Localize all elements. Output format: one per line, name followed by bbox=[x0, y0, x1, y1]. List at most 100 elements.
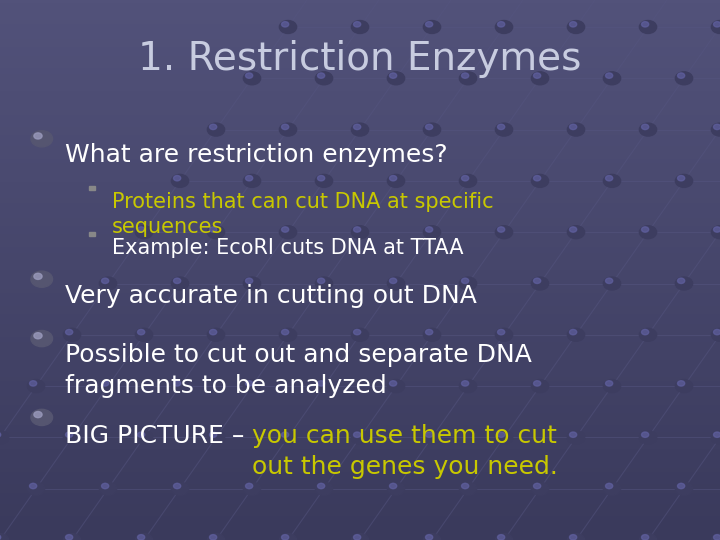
Circle shape bbox=[34, 333, 42, 339]
Circle shape bbox=[99, 277, 117, 290]
Circle shape bbox=[243, 482, 261, 495]
Circle shape bbox=[387, 380, 405, 393]
Circle shape bbox=[354, 124, 361, 130]
Circle shape bbox=[171, 277, 189, 290]
Circle shape bbox=[495, 21, 513, 33]
Circle shape bbox=[642, 227, 649, 232]
Circle shape bbox=[31, 271, 53, 287]
Circle shape bbox=[714, 535, 720, 540]
Circle shape bbox=[462, 483, 469, 489]
Circle shape bbox=[534, 483, 541, 489]
Circle shape bbox=[678, 73, 685, 78]
Circle shape bbox=[570, 124, 577, 130]
Circle shape bbox=[711, 21, 720, 33]
Circle shape bbox=[210, 124, 217, 130]
Circle shape bbox=[642, 124, 649, 130]
Circle shape bbox=[243, 72, 261, 85]
Circle shape bbox=[678, 278, 685, 284]
Circle shape bbox=[99, 482, 117, 495]
Circle shape bbox=[246, 278, 253, 284]
Circle shape bbox=[279, 21, 297, 33]
Circle shape bbox=[318, 176, 325, 181]
Circle shape bbox=[570, 22, 577, 27]
Circle shape bbox=[351, 431, 369, 444]
Circle shape bbox=[714, 22, 720, 27]
Circle shape bbox=[315, 380, 333, 393]
Circle shape bbox=[639, 21, 657, 33]
Circle shape bbox=[639, 328, 657, 341]
Circle shape bbox=[63, 431, 81, 444]
Circle shape bbox=[138, 227, 145, 232]
Circle shape bbox=[282, 22, 289, 27]
Circle shape bbox=[390, 73, 397, 78]
Circle shape bbox=[678, 176, 685, 181]
Circle shape bbox=[210, 329, 217, 335]
Circle shape bbox=[390, 483, 397, 489]
Circle shape bbox=[354, 227, 361, 232]
Circle shape bbox=[135, 534, 153, 540]
Circle shape bbox=[102, 381, 109, 386]
Circle shape bbox=[315, 277, 333, 290]
Circle shape bbox=[318, 381, 325, 386]
Circle shape bbox=[606, 73, 613, 78]
Circle shape bbox=[282, 329, 289, 335]
Circle shape bbox=[34, 133, 42, 139]
Text: you can use them to cut
out the genes you need.: you can use them to cut out the genes yo… bbox=[252, 424, 558, 478]
Circle shape bbox=[603, 277, 621, 290]
Circle shape bbox=[426, 227, 433, 232]
Circle shape bbox=[27, 482, 45, 495]
Circle shape bbox=[351, 226, 369, 239]
Circle shape bbox=[30, 483, 37, 489]
Circle shape bbox=[423, 21, 441, 33]
Bar bbox=[89, 232, 95, 236]
Circle shape bbox=[99, 380, 117, 393]
Circle shape bbox=[423, 226, 441, 239]
Circle shape bbox=[567, 21, 585, 33]
Circle shape bbox=[31, 409, 53, 426]
Circle shape bbox=[315, 72, 333, 85]
Circle shape bbox=[642, 535, 649, 540]
Circle shape bbox=[30, 381, 37, 386]
Circle shape bbox=[534, 176, 541, 181]
Circle shape bbox=[678, 381, 685, 386]
Circle shape bbox=[495, 534, 513, 540]
Text: BIG PICTURE –: BIG PICTURE – bbox=[65, 424, 252, 448]
Circle shape bbox=[282, 535, 289, 540]
Circle shape bbox=[66, 535, 73, 540]
Text: Proteins that can cut DNA at specific
sequences: Proteins that can cut DNA at specific se… bbox=[112, 192, 493, 237]
Circle shape bbox=[423, 123, 441, 136]
Circle shape bbox=[462, 176, 469, 181]
Circle shape bbox=[567, 226, 585, 239]
Circle shape bbox=[66, 329, 73, 335]
Circle shape bbox=[675, 72, 693, 85]
Circle shape bbox=[135, 226, 153, 239]
Circle shape bbox=[570, 432, 577, 437]
Circle shape bbox=[27, 380, 45, 393]
Circle shape bbox=[459, 277, 477, 290]
Circle shape bbox=[207, 534, 225, 540]
Circle shape bbox=[282, 124, 289, 130]
Circle shape bbox=[531, 174, 549, 187]
Circle shape bbox=[351, 328, 369, 341]
Circle shape bbox=[642, 22, 649, 27]
Circle shape bbox=[210, 535, 217, 540]
Circle shape bbox=[567, 328, 585, 341]
Circle shape bbox=[351, 123, 369, 136]
Circle shape bbox=[423, 534, 441, 540]
Circle shape bbox=[675, 482, 693, 495]
Circle shape bbox=[603, 174, 621, 187]
Circle shape bbox=[495, 226, 513, 239]
Circle shape bbox=[531, 72, 549, 85]
Circle shape bbox=[639, 226, 657, 239]
Circle shape bbox=[459, 380, 477, 393]
Circle shape bbox=[459, 72, 477, 85]
Circle shape bbox=[63, 534, 81, 540]
Circle shape bbox=[534, 278, 541, 284]
Circle shape bbox=[606, 176, 613, 181]
Circle shape bbox=[351, 21, 369, 33]
Circle shape bbox=[279, 328, 297, 341]
Circle shape bbox=[495, 431, 513, 444]
Circle shape bbox=[387, 482, 405, 495]
Text: What are restriction enzymes?: What are restriction enzymes? bbox=[65, 143, 447, 167]
Circle shape bbox=[639, 534, 657, 540]
